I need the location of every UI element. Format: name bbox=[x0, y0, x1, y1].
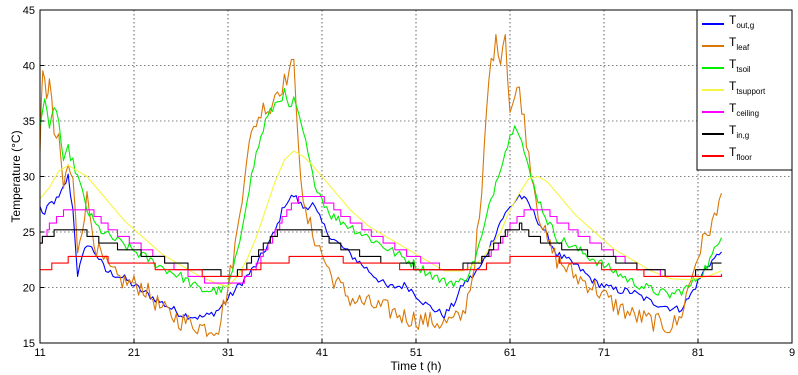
x-tick-label: 11 bbox=[34, 347, 45, 359]
y-tick-label: 45 bbox=[23, 5, 35, 17]
y-tick-label: 25 bbox=[23, 227, 35, 239]
y-tick-label: 35 bbox=[23, 116, 35, 128]
series-line-in-g bbox=[40, 222, 722, 277]
y-axis-ticks: 15 20 25 30 35 40 45 bbox=[23, 5, 44, 350]
legend-entry: Tleaf bbox=[729, 35, 750, 52]
series-line-leaf bbox=[39, 33, 723, 337]
legend: Tout,g Tleaf Ttsoil Ttsupport Tceiling Tin,g T… bbox=[696, 9, 793, 171]
legend-entry: Tceiling bbox=[729, 101, 759, 118]
series-line-out-g bbox=[39, 173, 722, 320]
y-tick-label: 20 bbox=[23, 283, 35, 295]
y-tick-label: 15 bbox=[23, 338, 35, 350]
x-tick-label: 9 bbox=[789, 347, 795, 359]
legend-entry: Tin,g bbox=[729, 123, 749, 140]
y-axis-label: Temperature (°C) bbox=[9, 130, 23, 222]
x-axis-label: Time t (h) bbox=[391, 359, 442, 373]
legend-entry: Tout,g bbox=[729, 13, 754, 30]
series-line-tsupport bbox=[39, 150, 722, 287]
x-tick-label: 31 bbox=[222, 347, 234, 359]
series-line-floor bbox=[40, 255, 723, 277]
x-tick-label: 81 bbox=[692, 347, 704, 359]
legend-entry: Ttsoil bbox=[729, 57, 751, 74]
series-lines bbox=[39, 33, 723, 337]
y-tick-label: 30 bbox=[23, 172, 35, 184]
x-tick-label: 71 bbox=[598, 347, 610, 359]
y-tick-label: 40 bbox=[23, 61, 35, 73]
legend-entry: Ttsupport bbox=[729, 79, 766, 96]
series-line-tsoil bbox=[39, 88, 723, 299]
x-tick-label: 51 bbox=[410, 347, 422, 359]
legend-entry: Tfloor bbox=[729, 145, 752, 162]
x-tick-label: 41 bbox=[316, 347, 328, 359]
x-axis-ticks: 11 21 31 41 51 61 71 81 9 bbox=[34, 339, 795, 359]
x-tick-label: 61 bbox=[504, 347, 516, 359]
series-line-ceiling bbox=[40, 195, 723, 284]
x-tick-label: 21 bbox=[128, 347, 140, 359]
